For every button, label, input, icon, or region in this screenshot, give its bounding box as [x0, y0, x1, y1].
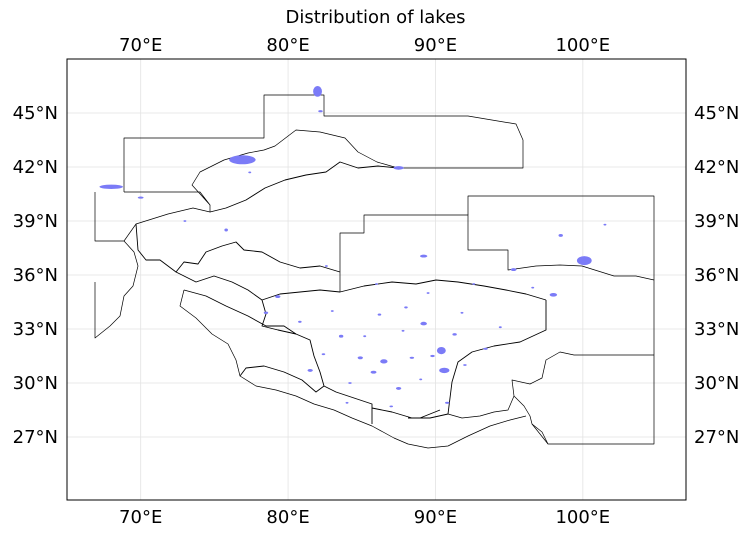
lake	[183, 220, 187, 222]
lake	[419, 378, 423, 381]
boundary-central	[323, 385, 373, 424]
lake	[298, 320, 302, 323]
lon-tick-label-top: 80°E	[266, 35, 309, 56]
lake	[395, 386, 402, 390]
lake	[324, 265, 328, 267]
lake	[549, 293, 558, 297]
lake	[389, 405, 394, 408]
lake	[393, 166, 404, 170]
boundary-plateau-north	[175, 271, 547, 301]
lake	[318, 110, 323, 113]
lake	[603, 223, 607, 226]
lon-tick-label-top: 70°E	[119, 35, 162, 56]
lake	[377, 313, 382, 316]
boundary-pamir	[94, 240, 139, 339]
lat-tick-label-left: 42°N	[13, 157, 58, 178]
boundary-east-inner	[513, 395, 549, 445]
tick-labels: 70°E 70°E 80°E 80°E 90°E 90°E 100°E 100°E 27°N 27…	[13, 35, 740, 528]
lake	[430, 354, 435, 358]
lat-tick-label-right: 27°N	[694, 427, 739, 448]
boundary-bhutan	[408, 409, 441, 419]
lake	[224, 228, 228, 232]
lake	[248, 171, 252, 174]
lake	[137, 196, 144, 199]
lake	[463, 364, 467, 366]
boundary-tarim-south	[209, 161, 399, 213]
lat-tick-label-right: 33°N	[694, 319, 739, 340]
lake	[348, 382, 352, 384]
graticule	[67, 59, 686, 500]
lake	[436, 347, 446, 355]
lake	[404, 306, 408, 309]
lat-tick-label-left: 45°N	[13, 103, 58, 124]
boundary-southeast	[447, 351, 654, 419]
lake	[275, 295, 281, 299]
boundary-north-tianshan	[123, 94, 524, 206]
lake	[460, 311, 464, 314]
lake	[330, 310, 334, 312]
lake	[345, 401, 349, 404]
lake	[510, 268, 517, 272]
lon-tick-label-top: 100°E	[555, 35, 610, 56]
lat-tick-label-right: 45°N	[694, 103, 739, 124]
lon-tick-label-bottom: 80°E	[266, 507, 309, 528]
lat-tick-label-left: 36°N	[13, 265, 58, 286]
lon-tick-label-top: 90°E	[414, 35, 457, 56]
lake	[229, 155, 256, 165]
lat-tick-label-right: 36°N	[694, 265, 739, 286]
lake	[363, 335, 367, 338]
lake	[409, 356, 415, 359]
lake	[375, 283, 378, 285]
lake	[576, 256, 592, 266]
lake	[472, 283, 476, 285]
lon-tick-label-bottom: 70°E	[119, 507, 162, 528]
lake	[439, 367, 450, 374]
lat-tick-label-right: 30°N	[694, 373, 739, 394]
lat-tick-label-left: 39°N	[13, 211, 58, 232]
lake	[498, 326, 502, 329]
lake	[307, 368, 313, 372]
lake	[99, 184, 124, 189]
boundary-qaidam	[339, 214, 655, 292]
lat-tick-label-right: 39°N	[694, 211, 739, 232]
boundary-fergana	[94, 192, 211, 242]
region-boundaries	[94, 94, 655, 449]
lake	[483, 347, 488, 350]
lake	[452, 333, 457, 336]
lake	[445, 401, 450, 404]
lat-tick-label-left: 30°N	[13, 373, 58, 394]
lat-tick-label-left: 27°N	[13, 427, 58, 448]
lat-tick-label-left: 33°N	[13, 319, 58, 340]
lake	[531, 286, 535, 289]
lake	[313, 86, 322, 97]
boundary-ladakh	[261, 299, 297, 335]
map-title: Distribution of lakes	[285, 7, 466, 28]
lake	[338, 334, 344, 338]
lake	[380, 359, 388, 364]
lake	[420, 321, 427, 326]
lake	[357, 356, 363, 360]
boundary-west-tibet	[183, 289, 325, 393]
boundary-qilian	[467, 195, 655, 445]
lake	[321, 353, 326, 356]
lakes-layer	[99, 86, 607, 408]
lake	[426, 292, 430, 294]
lake	[401, 329, 405, 332]
boundary-karakoram	[135, 223, 341, 273]
lon-tick-label-bottom: 100°E	[555, 507, 610, 528]
lat-tick-label-right: 42°N	[694, 157, 739, 178]
lake	[419, 254, 428, 258]
lake	[370, 370, 377, 374]
boundary-himalaya	[179, 289, 527, 449]
lake	[263, 311, 269, 315]
lon-tick-label-bottom: 90°E	[414, 507, 457, 528]
lake	[558, 233, 563, 237]
map-frame	[66, 58, 687, 501]
boundary-east	[371, 300, 547, 419]
